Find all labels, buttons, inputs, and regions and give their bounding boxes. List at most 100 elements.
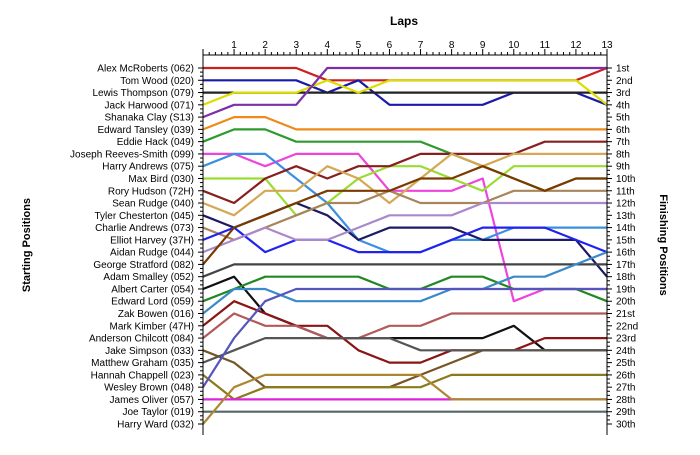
- finishing-position-label: 23rd: [616, 334, 636, 345]
- series-line-5: [202, 66, 607, 119]
- starting-position-label: Hannah Chappell (023): [91, 370, 194, 381]
- x-tick-label: 1: [231, 40, 237, 51]
- starting-position-label: Anderson Chilcott (084): [89, 334, 194, 345]
- starting-position-label: Harry Ward (032): [117, 420, 194, 431]
- finishing-position-label: 8th: [616, 149, 630, 160]
- starting-position-label: Aidan Rudge (044): [110, 248, 194, 259]
- starting-position-label: Albert Carter (054): [111, 284, 194, 295]
- finishing-position-label: 11th: [616, 186, 635, 197]
- finishing-position-label: 13th: [616, 211, 635, 222]
- starting-position-label: Sean Rudge (040): [112, 199, 194, 210]
- starting-position-label: Wesley Brown (048): [104, 383, 194, 394]
- x-tick-label: 8: [449, 40, 455, 51]
- series-line-10: [203, 165, 607, 217]
- starting-position-label: Charlie Andrews (073): [95, 223, 194, 234]
- series-line-25: [202, 337, 607, 364]
- series-line-17: [202, 165, 607, 266]
- x-tick-label: 6: [387, 40, 393, 51]
- starting-position-label: Jack Harwood (071): [105, 100, 194, 111]
- finishing-position-label: 3rd: [616, 88, 630, 99]
- finishing-position-label: 25th: [616, 358, 635, 369]
- starting-position-label: Rory Hudson (72H): [108, 186, 194, 197]
- starting-position-label: Mark Kimber (47H): [110, 321, 194, 332]
- series-line-18: [202, 263, 607, 278]
- finishing-position-label: 14th: [616, 223, 635, 234]
- finishing-position-label: 24th: [616, 346, 635, 357]
- x-tick-label: 4: [325, 40, 331, 51]
- series-line-26: [202, 373, 607, 401]
- x-tick-label: 11: [540, 40, 551, 51]
- series-line-16: [202, 201, 607, 254]
- series-line-15: [202, 226, 608, 254]
- finishing-position-label: 22nd: [616, 321, 638, 332]
- series-line-23: [202, 312, 607, 340]
- left-axis-label: Starting Positions: [21, 198, 33, 292]
- chart-title: Laps: [390, 14, 418, 28]
- finishing-position-label: 29th: [616, 407, 635, 418]
- series-line-24: [202, 349, 607, 389]
- finishing-position-label: 16th: [616, 248, 635, 259]
- x-tick-label: 3: [293, 40, 299, 51]
- right-axis-label: Finishing Positions: [657, 194, 669, 295]
- finishing-position-label: 10th: [616, 174, 635, 185]
- x-tick-label: 7: [418, 40, 424, 51]
- finishing-position-label: 27th: [616, 383, 635, 394]
- finishing-position-label: 5th: [616, 113, 630, 124]
- series-line-30: [202, 373, 607, 425]
- finishing-position-label: 7th: [616, 137, 630, 148]
- x-tick-label: 10: [508, 40, 520, 51]
- starting-position-label: Adam Smalley (052): [103, 272, 194, 283]
- starting-position-label: Shanaka Clay (S13): [105, 113, 195, 124]
- starting-position-label: Elliot Harvey (37H): [110, 235, 194, 246]
- finishing-position-label: 2nd: [616, 76, 633, 87]
- starting-position-label: Lewis Thompson (079): [92, 88, 194, 99]
- series-lines: [202, 66, 608, 425]
- finishing-position-label: 1st: [616, 64, 630, 75]
- axes: [198, 49, 612, 435]
- x-tick-label: 9: [480, 40, 486, 51]
- starting-position-label: Matthew Graham (035): [91, 358, 194, 369]
- series-line-14: [202, 189, 607, 241]
- finishing-position-label: 4th: [616, 100, 630, 111]
- starting-position-label: George Stratford (082): [93, 260, 194, 271]
- starting-position-label: Max Bird (030): [128, 174, 194, 185]
- starting-position-label: James Oliver (057): [110, 395, 194, 406]
- starting-position-label: Harry Andrews (075): [102, 162, 194, 173]
- starting-position-label: Eddie Hack (049): [117, 137, 194, 148]
- finishing-position-label: 17th: [616, 260, 635, 271]
- series-line-12: [202, 152, 607, 217]
- finishing-position-label: 26th: [616, 370, 635, 381]
- x-tick-label: 5: [356, 40, 362, 51]
- finishing-position-label: 9th: [616, 162, 630, 173]
- starting-position-label: Joe Taylor (019): [122, 407, 194, 418]
- finishing-position-label: 30th: [616, 420, 635, 431]
- finishing-position-label: 18th: [616, 272, 635, 283]
- starting-position-label: Alex McRoberts (062): [97, 64, 194, 75]
- series-line-27: [202, 287, 607, 388]
- series-line-6: [202, 115, 607, 131]
- x-tick-label: 2: [262, 40, 268, 51]
- starting-position-label: Tyler Chesterton (045): [95, 211, 195, 222]
- finishing-position-label: 6th: [616, 125, 630, 136]
- series-line-22: [202, 300, 607, 364]
- finishing-position-label: 19th: [616, 284, 635, 295]
- starting-position-label: Jake Simpson (033): [105, 346, 194, 357]
- series-line-1: [203, 66, 608, 82]
- starting-position-label: Edward Lord (059): [111, 297, 194, 308]
- series-line-13: [202, 201, 608, 278]
- finishing-position-label: 12th: [616, 199, 635, 210]
- starting-position-label: Joseph Reeves-Smith (099): [70, 149, 194, 160]
- starting-position-label: Edward Tansley (039): [97, 125, 194, 136]
- series-line-21: [202, 251, 608, 315]
- starting-position-label: Tom Wood (020): [120, 76, 194, 87]
- series-line-11: [202, 140, 607, 205]
- series-line-4: [202, 79, 608, 106]
- x-tick-label: 13: [601, 40, 613, 51]
- finishing-position-label: 15th: [616, 235, 635, 246]
- finishing-position-label: 28th: [616, 395, 635, 406]
- finishing-position-label: 20th: [616, 297, 635, 308]
- finishing-position-label: 21st: [616, 309, 635, 320]
